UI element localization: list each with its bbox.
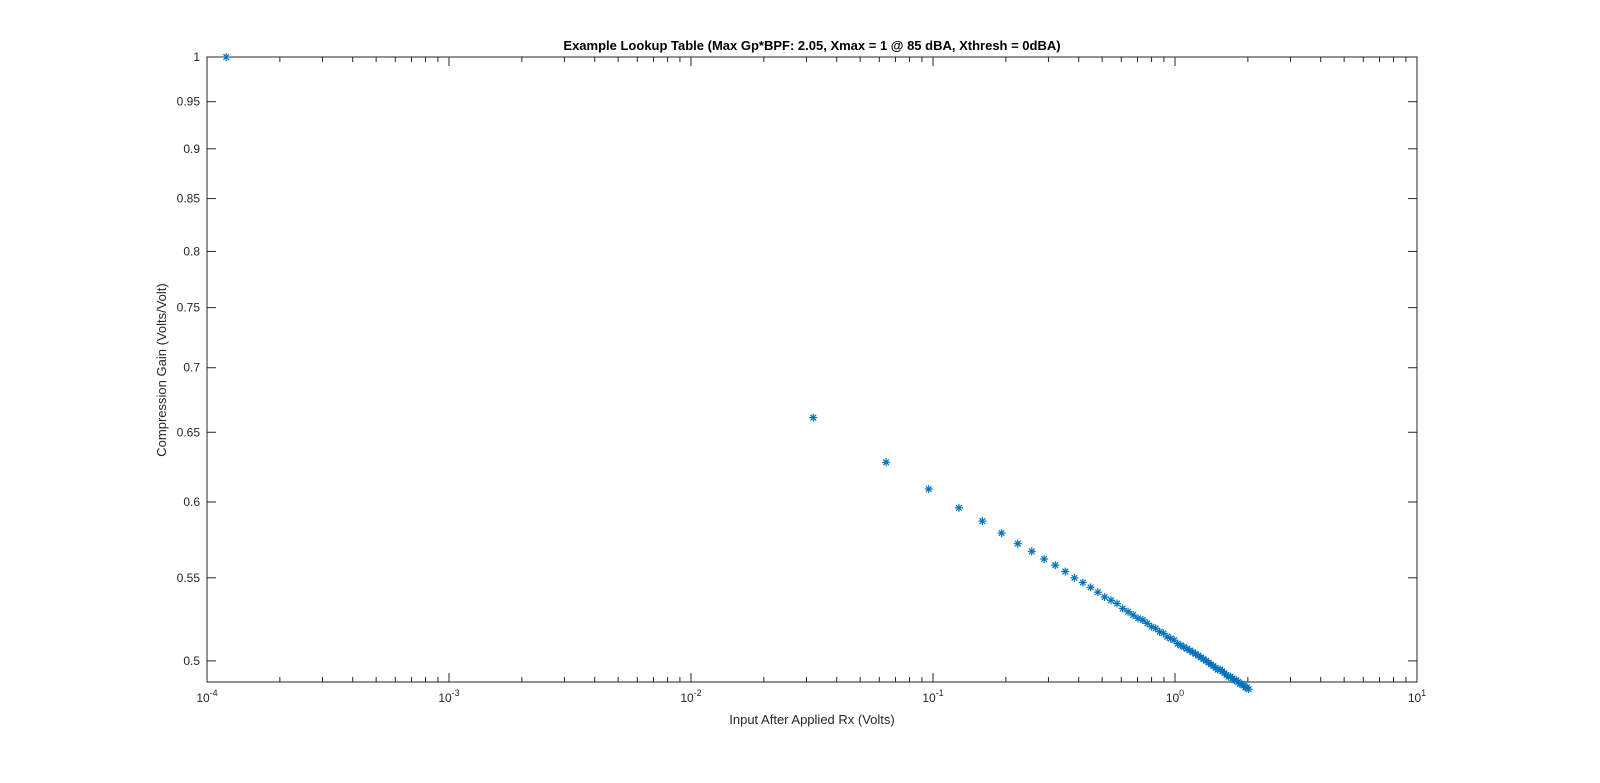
x-tick-label: 10-4 — [196, 688, 217, 705]
y-tick-label: 0.75 — [177, 301, 201, 315]
data-point — [1244, 685, 1253, 694]
y-tick-label: 1 — [193, 50, 200, 64]
x-axis-label: Input After Applied Rx (Volts) — [729, 712, 894, 727]
y-tick-label: 0.6 — [183, 495, 200, 509]
data-point — [1182, 644, 1191, 653]
x-tick-label: 10-2 — [680, 688, 701, 705]
x-tick-label: 10-1 — [922, 688, 943, 705]
data-point — [1143, 619, 1152, 628]
data-point — [1040, 555, 1049, 564]
data-point — [1013, 539, 1022, 548]
data-point — [1086, 583, 1095, 592]
data-point — [997, 529, 1006, 538]
x-axis-ticks: 10-4 10-3 10-2 10-1 100 101 — [196, 57, 1426, 705]
x-tick-label: 101 — [1408, 688, 1426, 705]
data-point — [882, 458, 891, 467]
y-tick-label: 0.85 — [177, 192, 201, 206]
data-point — [978, 517, 987, 526]
y-tick-label: 0.8 — [183, 244, 200, 258]
data-point — [1051, 561, 1060, 570]
data-point — [1188, 648, 1197, 657]
data-point — [809, 413, 818, 422]
y-tick-label: 0.65 — [177, 425, 201, 439]
plot-area — [206, 56, 1418, 683]
y-tick-label: 0.5 — [183, 654, 200, 668]
data-point — [1093, 588, 1102, 597]
data-point — [1124, 607, 1133, 616]
data-point — [1129, 611, 1138, 620]
y-tick-label: 0.55 — [177, 571, 201, 585]
data-point — [1061, 567, 1070, 576]
data-series — [222, 53, 1253, 694]
y-tick-label: 0.9 — [183, 142, 200, 156]
y-axis-label: Compression Gain (Volts/Volt) — [154, 283, 169, 456]
y-tick-label: 0.95 — [177, 95, 201, 109]
data-point — [924, 485, 933, 494]
data-point — [1134, 614, 1143, 623]
x-tick-label: 100 — [1166, 688, 1184, 705]
data-point — [1100, 593, 1109, 602]
y-axis-ticks: 0.5 0.55 0.6 0.65 0.7 0.75 0.8 0.85 0.9 0.95 1 — [177, 50, 1417, 668]
data-point — [222, 53, 231, 61]
data-point — [1070, 573, 1079, 582]
data-point — [1113, 599, 1122, 608]
data-point — [1027, 547, 1036, 556]
data-point — [1078, 578, 1087, 587]
chart-title: Example Lookup Table (Max Gp*BPF: 2.05, … — [563, 38, 1060, 53]
x-tick-label: 10-3 — [438, 688, 459, 705]
data-point — [1107, 596, 1116, 605]
data-point — [954, 503, 963, 512]
data-point — [1118, 604, 1127, 613]
data-point — [1138, 615, 1147, 624]
y-tick-label: 0.7 — [183, 361, 200, 375]
